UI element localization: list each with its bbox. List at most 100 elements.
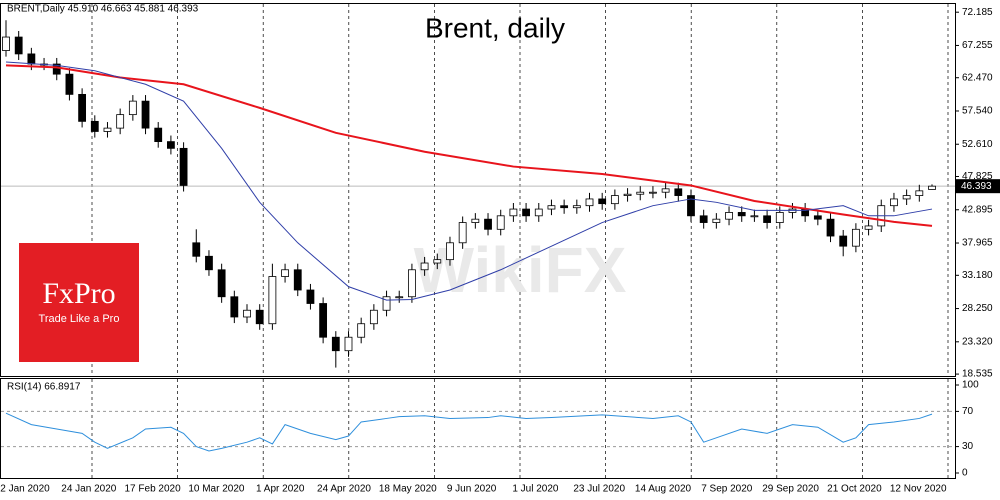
candle-body [585, 198, 594, 207]
y-tick-label: 30 [962, 441, 974, 452]
y-tick-label: 37.965 [962, 238, 993, 249]
candle-body [382, 296, 391, 311]
rsi-label: RSI(14) 66.8917 [7, 382, 81, 393]
x-tick-label: 29 Sep 2020 [762, 484, 819, 495]
candle-body [572, 205, 581, 209]
candle-body [674, 188, 683, 196]
candle-body [306, 289, 315, 304]
candle-body [610, 195, 619, 205]
x-tick-label: 9 Jun 2020 [447, 484, 497, 495]
y-tick-label: 57.540 [962, 106, 993, 117]
candle-body [154, 127, 163, 143]
candle-body [547, 205, 556, 210]
candle-body [446, 242, 454, 261]
candle-body [268, 276, 277, 325]
logo-tagline: Trade Like a Pro [39, 313, 120, 325]
candle-body [839, 235, 848, 247]
candle-body [484, 218, 492, 230]
candle-body [65, 73, 74, 95]
candle-body [357, 323, 366, 338]
chart-title: Brent, daily [425, 12, 565, 43]
candle-body [699, 215, 708, 223]
watermark: WikiFX [414, 234, 627, 306]
y-tick-label: 67.255 [962, 40, 993, 51]
candle-body [293, 269, 302, 291]
candle-body [230, 296, 239, 318]
logo-name: FxPro [42, 277, 115, 310]
price-tag [956, 179, 1000, 194]
candle-body [192, 242, 201, 257]
candle-body [725, 212, 733, 220]
candle-body [205, 255, 213, 271]
x-tick-label: 24 Apr 2020 [317, 484, 371, 495]
y-tick-label: 18.535 [962, 369, 993, 380]
header: BRENT,Daily 45.910 46.663 45.881 46.393 [7, 4, 199, 15]
candle-body [649, 191, 657, 194]
x-tick-label: 18 May 2020 [379, 484, 437, 495]
x-tick-label: 21 Oct 2020 [827, 484, 882, 495]
candle-body [395, 296, 404, 299]
candle-body [661, 188, 670, 193]
y-tick-label: 28.250 [962, 303, 993, 314]
candle-body [408, 269, 416, 298]
candle-body [103, 127, 112, 132]
x-tick-label: 10 Mar 2020 [188, 484, 245, 495]
candle-body [775, 212, 784, 223]
y-tick-label: 72.185 [962, 7, 993, 18]
candle-body [243, 309, 251, 318]
candle-body [344, 336, 353, 352]
price-tag-label: 46.393 [961, 181, 992, 192]
candle-body [2, 36, 10, 51]
x-tick-label: 7 Sep 2020 [701, 484, 753, 495]
candle-body [369, 309, 378, 325]
candle-body [141, 100, 150, 129]
candle-body [560, 205, 569, 209]
logo-box [19, 243, 139, 362]
candle-body [813, 215, 822, 220]
x-tick-label: 23 Jul 2020 [573, 484, 625, 495]
x-tick-label: 24 Jan 2020 [61, 484, 116, 495]
candle-body [90, 120, 99, 132]
candle-body [851, 228, 860, 247]
x-tick-label: 17 Feb 2020 [125, 484, 182, 495]
x-tick-label: 1 Apr 2020 [256, 484, 305, 495]
candle-body [14, 36, 23, 55]
candle-body [890, 198, 898, 207]
candle-body [598, 198, 607, 205]
x-tick-label: 2 Jan 2020 [0, 484, 50, 495]
candle-body [712, 218, 721, 223]
candle-body [167, 141, 175, 149]
series-line [5, 64, 933, 227]
candle-body [763, 215, 771, 223]
y-tick-label: 62.470 [962, 72, 993, 83]
candle-body [331, 336, 340, 352]
candle-body [128, 100, 137, 116]
candle-body [496, 215, 505, 230]
candle-body [255, 309, 264, 325]
candle-body [471, 218, 480, 223]
candle-body [433, 259, 442, 264]
candle-body [623, 193, 632, 196]
candle-body [116, 114, 125, 129]
candle-body [420, 262, 429, 271]
y-tick-label: 33.180 [962, 270, 993, 281]
y-tick-label: 42.895 [962, 204, 993, 215]
y-tick-label: 100 [962, 380, 979, 391]
y-tick-label: 52.610 [962, 139, 993, 150]
x-tick-label: 12 Nov 2020 [890, 484, 947, 495]
candle-body [687, 195, 695, 217]
candle-body [737, 212, 746, 217]
candle-body [826, 218, 835, 237]
y-tick-label: 70 [962, 406, 974, 417]
candle-body [522, 208, 530, 217]
candle-body [179, 147, 188, 186]
candle-body [902, 195, 911, 200]
price-frame [0, 3, 956, 377]
x-tick-label: 1 Jul 2020 [512, 484, 559, 495]
candle-body [928, 185, 936, 190]
candle-body [52, 63, 61, 75]
candle-body [217, 269, 226, 298]
candle-body [319, 303, 328, 338]
y-tick-label: 0 [962, 468, 968, 479]
y-tick-label: 47.825 [962, 171, 993, 182]
